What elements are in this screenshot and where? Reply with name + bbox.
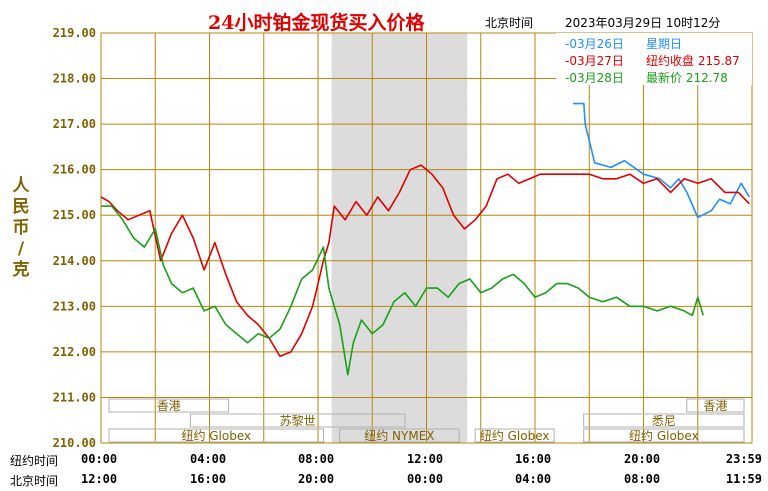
x-tick-label: 08:00 — [624, 472, 661, 486]
y-unit-char: 人 — [12, 176, 30, 196]
session-label: 苏黎世 — [280, 414, 316, 428]
series-line-2 — [100, 164, 750, 358]
legend-item: -03月28日 最新价 212.78 — [556, 69, 752, 85]
y-tick-label: 219.00 — [53, 26, 96, 40]
update-datetime: 2023年03月29日 10时12分 — [565, 16, 721, 30]
session-label: 纽约 NYMEX — [364, 428, 434, 443]
x-tick-label: 00:00 — [81, 452, 118, 466]
legend-date: -03月26日 — [565, 37, 624, 51]
x-tick-label: 12:00 — [407, 452, 444, 466]
y-tick-label: 215.00 — [53, 208, 96, 222]
legend-date: -03月28日 — [565, 71, 624, 85]
ny-time-label: 纽约时间 — [10, 454, 59, 468]
x-tick-label: 16:00 — [515, 452, 552, 466]
plot-frame — [100, 32, 753, 444]
session-label: 悉尼 — [652, 414, 676, 428]
timezone-label: 北京时间 — [485, 16, 534, 30]
session-bar — [474, 428, 555, 443]
y-tick-label: 217.00 — [53, 117, 96, 131]
x-tick-label: 20:00 — [624, 452, 661, 466]
bj-time-label: 北京时间 — [10, 474, 59, 488]
series-line-1 — [573, 102, 750, 219]
session-bar — [583, 428, 745, 443]
x-tick-label: 04:00 — [190, 452, 227, 466]
session-label: 纽约 Globex — [629, 428, 699, 443]
y-tick-label: 213.00 — [53, 299, 96, 313]
x-tick-label: 00:00 — [407, 472, 444, 486]
y-tick-label: 211.00 — [53, 390, 96, 404]
session-label: 纽约 Globex — [181, 428, 251, 443]
legend-text: 最新价 212.78 — [646, 71, 728, 85]
legend: -03月26日 星期日 -03月27日 纽约收盘 215.87 -03月28日 最新价 2… — [556, 33, 752, 85]
session-bar — [583, 413, 745, 428]
x-tick-label: 08:00 — [298, 452, 335, 466]
y-unit-char: / — [17, 239, 25, 259]
x-tick-label: 11:59 — [725, 472, 762, 486]
y-tick-label: 218.00 — [53, 72, 96, 86]
legend-text: 纽约收盘 215.87 — [646, 54, 740, 68]
session-label: 香港 — [703, 399, 727, 413]
x-tick-label: 20:00 — [298, 472, 335, 486]
y-unit-label: 人民币 / 克 — [10, 176, 32, 281]
y-tick-label: 210.00 — [53, 436, 96, 450]
legend-text: 星期日 — [646, 37, 683, 51]
y-unit-char: 克 — [12, 260, 30, 280]
session-bar — [108, 398, 230, 413]
legend-item: -03月27日 纽约收盘 215.87 — [556, 52, 752, 68]
x-tick-label: 12:00 — [81, 472, 118, 486]
x-tick-label: 16:00 — [190, 472, 227, 486]
series-line-3 — [101, 205, 704, 376]
y-tick-label: 216.00 — [53, 163, 96, 177]
y-tick-label: 212.00 — [53, 345, 96, 359]
session-bar — [686, 398, 745, 413]
x-tick-label: 04:00 — [515, 472, 552, 486]
session-label: 纽约 Globex — [480, 428, 550, 443]
session-bar — [189, 413, 406, 428]
y-tick-label: 214.00 — [53, 254, 96, 268]
nymex-shade — [331, 33, 468, 443]
y-unit-char: 民 — [12, 197, 30, 217]
legend-date: -03月27日 — [565, 54, 624, 68]
session-label: 香港 — [157, 399, 181, 413]
chart-title: 24小时铂金现货买入价格 — [208, 12, 425, 34]
session-bar — [108, 428, 325, 443]
session-bar — [339, 428, 460, 443]
x-tick-label: 23:59 — [725, 452, 762, 466]
legend-item: -03月26日 星期日 — [556, 35, 752, 51]
y-unit-char: 币 — [12, 218, 30, 238]
